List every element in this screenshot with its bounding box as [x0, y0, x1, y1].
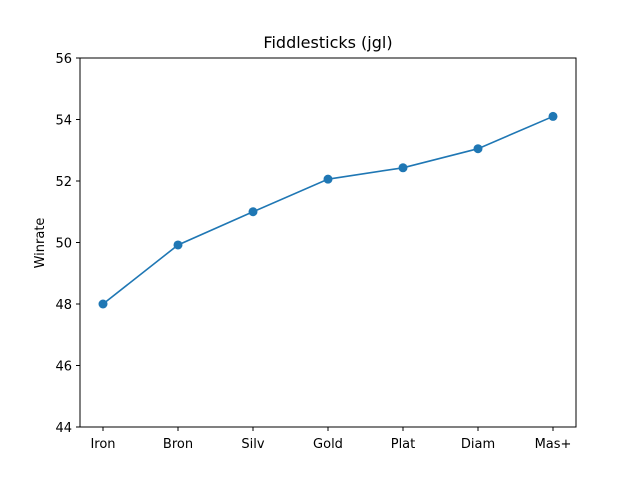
- data-point: [173, 240, 183, 250]
- y-tick-label: 56: [55, 52, 72, 67]
- y-tick-label: 46: [55, 360, 72, 375]
- chart-title: Fiddlesticks (jgl): [263, 33, 392, 52]
- y-tick-label: 50: [55, 237, 72, 252]
- y-tick-label: 48: [55, 298, 72, 313]
- data-point: [248, 207, 258, 217]
- data-point: [473, 144, 483, 154]
- series-line: [102, 115, 554, 305]
- data-point: [398, 163, 408, 173]
- x-tick-label: Gold: [313, 437, 343, 452]
- x-tick-label: Plat: [391, 437, 416, 452]
- data-series: [98, 111, 558, 309]
- x-tick-label: Diam: [461, 437, 495, 452]
- x-tick-label: Iron: [90, 437, 115, 452]
- plot-frame: [79, 57, 577, 428]
- data-point: [548, 111, 558, 121]
- x-tick-label: Bron: [163, 437, 193, 452]
- x-tick-label: Silv: [241, 437, 264, 452]
- x-axis: Iron Bron Silv Gold Plat Diam Mas+: [90, 427, 571, 452]
- x-tick-label: Mas+: [535, 437, 572, 452]
- data-point: [323, 174, 333, 184]
- y-tick-label: 44: [55, 421, 72, 436]
- y-axis-label: Winrate: [33, 218, 48, 269]
- y-tick-label: 52: [55, 175, 72, 190]
- y-tick-label: 54: [55, 114, 72, 129]
- y-axis: 44 46 48 50 52 54 56: [55, 52, 80, 436]
- data-point: [98, 299, 108, 309]
